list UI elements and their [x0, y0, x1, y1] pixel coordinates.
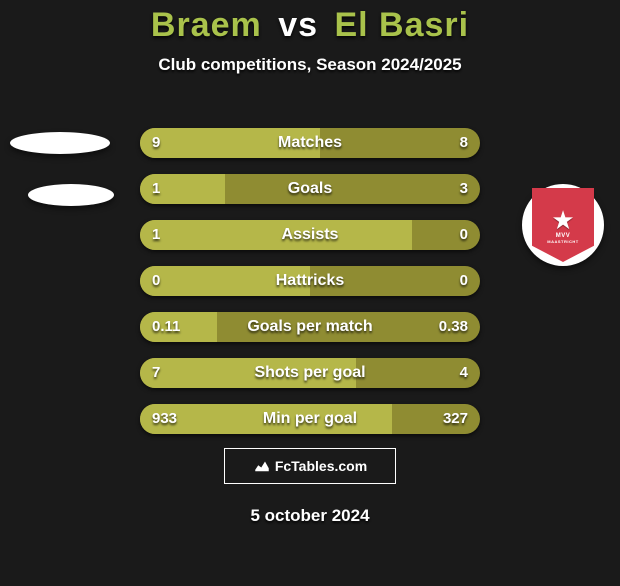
- page-title: Braem vs El Basri: [0, 6, 620, 45]
- stat-label: Goals per match: [140, 312, 480, 342]
- stat-row: 13Goals: [140, 174, 480, 204]
- title-player-right: El Basri: [334, 6, 469, 44]
- stat-row: 74Shots per goal: [140, 358, 480, 388]
- comparison-bars: 98Matches 13Goals 10Assists 00Hattricks 0.11…: [140, 128, 480, 450]
- title-player-left: Braem: [151, 6, 262, 44]
- date-text: 5 october 2024: [0, 506, 620, 526]
- brand-link[interactable]: FcTables.com: [224, 448, 396, 484]
- brand-text: FcTables.com: [275, 458, 367, 474]
- team-logo-left-placeholder-2: [28, 184, 114, 206]
- stat-label: Matches: [140, 128, 480, 158]
- shield-icon: ★ MVV MAASTRICHT: [532, 188, 594, 262]
- stat-label: Min per goal: [140, 404, 480, 434]
- stat-row: 98Matches: [140, 128, 480, 158]
- subtitle: Club competitions, Season 2024/2025: [0, 55, 620, 75]
- stat-label: Hattricks: [140, 266, 480, 296]
- team-logo-left-placeholder-1: [10, 132, 110, 154]
- stat-row: 933327Min per goal: [140, 404, 480, 434]
- stat-label: Goals: [140, 174, 480, 204]
- star-icon: ★: [551, 207, 574, 233]
- stat-label: Shots per goal: [140, 358, 480, 388]
- stat-row: 0.110.38Goals per match: [140, 312, 480, 342]
- badge-subtext: MAASTRICHT: [547, 239, 578, 244]
- stat-row: 00Hattricks: [140, 266, 480, 296]
- team-logo-right: ★ MVV MAASTRICHT: [522, 184, 604, 266]
- stat-row: 10Assists: [140, 220, 480, 250]
- chart-icon: [253, 457, 271, 475]
- title-vs: vs: [278, 6, 318, 44]
- stat-label: Assists: [140, 220, 480, 250]
